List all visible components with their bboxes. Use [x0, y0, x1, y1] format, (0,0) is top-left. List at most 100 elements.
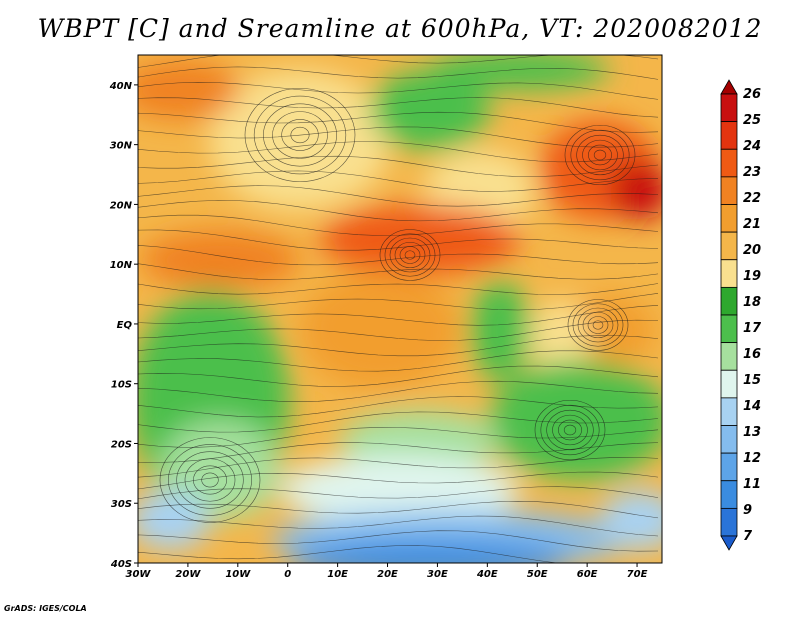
colorbar-label: 25 [743, 113, 761, 128]
streamline-vortex [176, 451, 244, 509]
colorbar: 26 25 24 23 22 21 20 19 18 17 16 15 14 13 12 11 9 7 [720, 79, 762, 551]
streamline [138, 55, 659, 68]
lon-label: 0 [284, 569, 291, 580]
lat-label: 30N [110, 141, 133, 152]
streamline [138, 141, 659, 163]
streamline-vortex [384, 233, 436, 277]
streamline [138, 245, 659, 266]
streamline [138, 66, 659, 80]
streamline-vortex [570, 129, 630, 181]
colorbar-swatch [720, 259, 738, 288]
streamline-vortex [540, 404, 600, 456]
streamline-vortex [272, 111, 328, 159]
lon-label: 30E [427, 569, 448, 580]
latitude-axis: 40N 30N 20N 10N EQ 10S 20S 30S 40S [109, 81, 138, 570]
colorbar-swatch [720, 93, 738, 123]
streamline [138, 283, 659, 295]
colorbar-cap-top [720, 79, 738, 95]
streamline-vortex [567, 299, 629, 351]
streamline-vortex [572, 303, 624, 347]
colorbar-swatch [720, 342, 738, 371]
streamline-vortex [546, 409, 594, 451]
colorbar-swatch [720, 204, 738, 233]
colorbar-swatch [720, 121, 738, 150]
colorbar-swatch [720, 176, 738, 205]
lat-label: 30S [111, 499, 132, 510]
streamline-vortex [193, 465, 227, 495]
streamline-vortex [290, 126, 310, 144]
streamline-vortex [534, 399, 606, 461]
lon-label: 10E [327, 569, 348, 580]
colorbar-swatch [720, 452, 738, 482]
colorbar-label: 20 [743, 243, 761, 258]
colorbar-swatch [720, 314, 738, 344]
streamline [138, 263, 659, 280]
colorbar-label: 13 [743, 425, 761, 440]
streamline [138, 396, 659, 418]
streamline-vortex [564, 124, 636, 186]
streamline [138, 170, 659, 192]
streamline [138, 380, 659, 402]
longitude-axis: 30W 20W 10W 0 10E 20E 30E 40E 50E 60E 70E [126, 563, 648, 580]
streamline [138, 200, 659, 222]
streamline [138, 335, 659, 357]
streamline [138, 471, 659, 490]
streamline [138, 126, 659, 148]
lat-label: 40N [109, 81, 133, 92]
streamline-vortex [168, 444, 252, 516]
lon-label: 60E [577, 569, 598, 580]
colorbar-label: 11 [743, 477, 761, 492]
streamline-vortex [593, 149, 607, 161]
colorbar-swatch [720, 148, 738, 178]
colorbar-label: 16 [743, 347, 761, 362]
streamline [138, 82, 659, 100]
streamline [138, 427, 659, 448]
streamline-vortex [263, 103, 337, 167]
lon-label: 30W [126, 569, 152, 580]
credit-text: GrADS: IGES/COLA [4, 604, 87, 613]
streamline [138, 411, 659, 433]
streamline [138, 319, 659, 341]
lat-label: 10N [110, 260, 133, 271]
streamline [138, 97, 659, 118]
lon-label: 20W [175, 569, 201, 580]
streamline-vortex [592, 320, 604, 330]
streamline-vortex [558, 419, 582, 441]
streamline [138, 442, 659, 463]
streamline-vortex [281, 119, 319, 151]
chart-title: WBPT [C] and Sreamline at 600hPa, VT: 20… [37, 14, 763, 43]
colorbar-swatch [720, 397, 738, 426]
lon-label: 10W [225, 569, 251, 580]
colorbar-label: 9 [743, 503, 752, 518]
streamline-vortex [201, 472, 219, 488]
streamline-vortex [404, 250, 416, 260]
colorbar-swatch [720, 480, 738, 509]
lat-label: 20N [110, 200, 133, 211]
streamline-vortex [582, 139, 618, 171]
colorbar-label: 18 [743, 295, 761, 310]
streamline-vortex [582, 311, 614, 339]
colorbar-label: 21 [743, 217, 761, 232]
streamline-vortex [563, 424, 577, 436]
colorbar-label: 15 [743, 373, 761, 388]
colorbar-label: 23 [743, 165, 761, 180]
colorbar-label: 22 [743, 191, 761, 206]
colorbar-cap-bottom [720, 535, 738, 551]
streamline [138, 501, 659, 519]
streamline-vortex [159, 437, 261, 523]
streamline [138, 545, 658, 563]
streamline [138, 155, 659, 177]
streamline-vortex [552, 414, 588, 446]
streamlines [138, 55, 659, 563]
map-frame [137, 54, 663, 564]
lon-label: 40E [476, 569, 498, 580]
colorbar-swatch [720, 425, 738, 454]
colorbar-swatch [720, 286, 738, 316]
colorbar-label: 19 [743, 269, 761, 284]
streamline [138, 457, 659, 478]
streamline-vortex [389, 237, 431, 273]
lon-label: 20E [377, 569, 398, 580]
streamline [138, 185, 659, 207]
lon-label: 70E [627, 569, 648, 580]
colorbar-label: 24 [743, 139, 761, 154]
